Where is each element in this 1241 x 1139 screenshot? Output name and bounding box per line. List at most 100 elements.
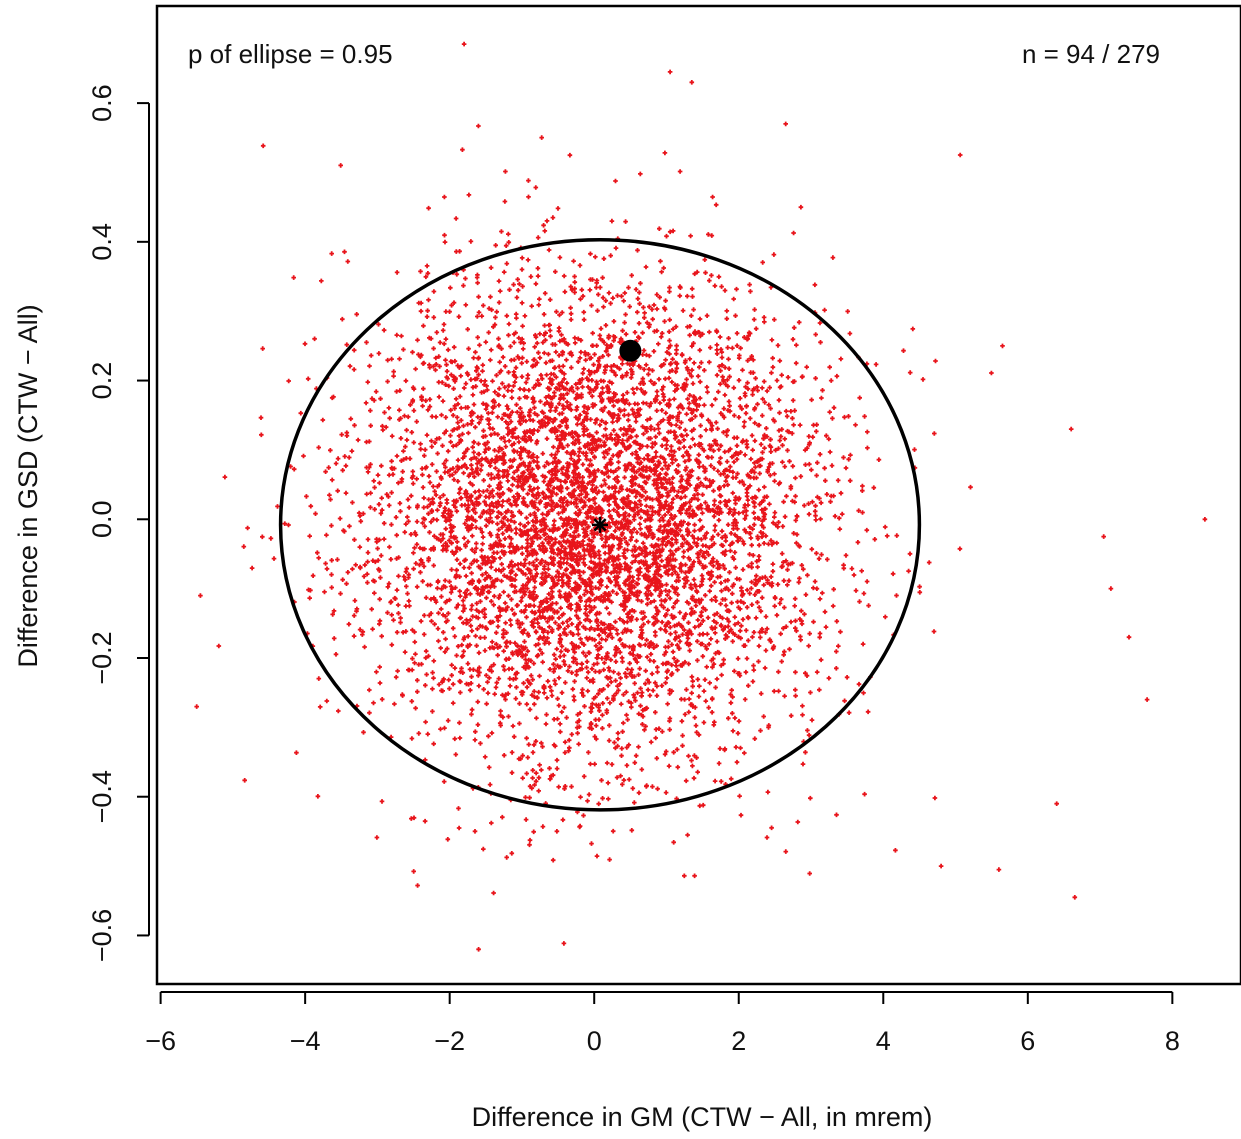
scatter-point <box>684 432 690 438</box>
scatter-point <box>386 581 392 586</box>
scatter-point <box>587 287 593 293</box>
scatter-point <box>533 770 539 776</box>
scatter-point <box>695 373 701 379</box>
scatter-point <box>662 319 667 324</box>
scatter-point <box>495 652 500 658</box>
scatter-point <box>655 786 660 792</box>
scatter-point <box>409 430 415 435</box>
scatter-point <box>786 578 792 583</box>
scatter-point <box>663 680 668 686</box>
scatter-point <box>483 523 489 529</box>
scatter-point <box>616 459 621 465</box>
scatter-point <box>446 611 451 616</box>
scatter-point <box>405 497 411 502</box>
scatter-point <box>461 423 466 429</box>
scatter-point <box>519 267 525 272</box>
scatter-point <box>448 439 453 445</box>
scatter-point <box>473 349 478 355</box>
scatter-point <box>490 488 495 493</box>
scatter-point <box>470 444 475 450</box>
scatter-point <box>572 679 577 684</box>
scatter-point <box>712 498 717 503</box>
scatter-point <box>484 595 489 601</box>
scatter-point <box>744 404 749 409</box>
scatter-point <box>561 941 567 946</box>
scatter-point <box>811 619 816 625</box>
scatter-point <box>654 693 660 698</box>
scatter-point <box>413 366 418 372</box>
scatter-point <box>412 639 418 645</box>
scatter-point <box>647 304 652 309</box>
scatter-point <box>440 328 446 333</box>
scatter-point <box>676 489 681 494</box>
scatter-point <box>666 639 671 644</box>
scatter-point <box>418 308 424 314</box>
scatter-point <box>597 355 602 361</box>
scatter-point <box>333 461 339 466</box>
scatter-point <box>572 649 577 655</box>
scatter-point <box>326 465 331 470</box>
scatter-point <box>856 508 861 513</box>
scatter-point <box>685 547 691 553</box>
scatter-point <box>664 472 669 477</box>
scatter-point <box>582 592 587 597</box>
scatter-point <box>452 665 458 671</box>
scatter-point <box>794 628 799 634</box>
scatter-point <box>600 726 605 731</box>
scatter-point <box>789 431 795 436</box>
scatter-point <box>696 452 702 458</box>
scatter-point <box>319 278 324 284</box>
scatter-point <box>761 541 767 546</box>
scatter-point <box>495 414 500 420</box>
scatter-point <box>667 317 672 323</box>
scatter-point <box>383 424 389 430</box>
scatter-point <box>442 470 448 475</box>
scatter-point <box>492 431 497 436</box>
scatter-point <box>316 676 322 681</box>
scatter-point <box>465 327 470 332</box>
scatter-point <box>422 447 428 452</box>
scatter-point <box>671 605 676 610</box>
scatter-point <box>534 557 539 562</box>
scatter-point <box>511 734 517 739</box>
scatter-point <box>555 206 561 211</box>
scatter-points <box>194 41 1208 952</box>
scatter-point <box>654 408 660 413</box>
scatter-point <box>489 472 494 477</box>
scatter-point <box>705 615 711 620</box>
scatter-point <box>411 566 416 572</box>
scatter-point <box>602 550 608 556</box>
scatter-point <box>530 418 536 423</box>
scatter-point <box>710 194 715 200</box>
scatter-point <box>758 635 763 640</box>
scatter-point <box>752 736 758 741</box>
scatter-point <box>727 464 733 469</box>
scatter-point <box>546 351 551 357</box>
scatter-point <box>645 453 651 458</box>
scatter-point <box>351 613 357 618</box>
scatter-point <box>556 511 561 516</box>
scatter-point <box>798 637 803 643</box>
scatter-point <box>871 485 877 490</box>
scatter-point <box>431 658 437 664</box>
scatter-point <box>636 483 642 489</box>
scatter-point <box>350 500 355 505</box>
scatter-point <box>466 346 471 351</box>
scatter-point <box>714 342 720 348</box>
scatter-point <box>569 621 575 627</box>
scatter-point <box>365 559 370 565</box>
scatter-point <box>675 667 680 673</box>
scatter-point <box>608 301 613 306</box>
scatter-point <box>589 841 594 846</box>
scatter-point <box>572 340 578 346</box>
scatter-point <box>469 462 474 468</box>
scatter-point <box>451 344 457 350</box>
scatter-point <box>481 846 486 852</box>
scatter-point <box>742 697 748 702</box>
scatter-point <box>544 695 550 701</box>
scatter-point <box>501 269 507 275</box>
scatter-point <box>492 691 497 697</box>
scatter-point <box>775 343 781 348</box>
scatter-point <box>605 384 610 389</box>
scatter-point <box>817 320 823 326</box>
